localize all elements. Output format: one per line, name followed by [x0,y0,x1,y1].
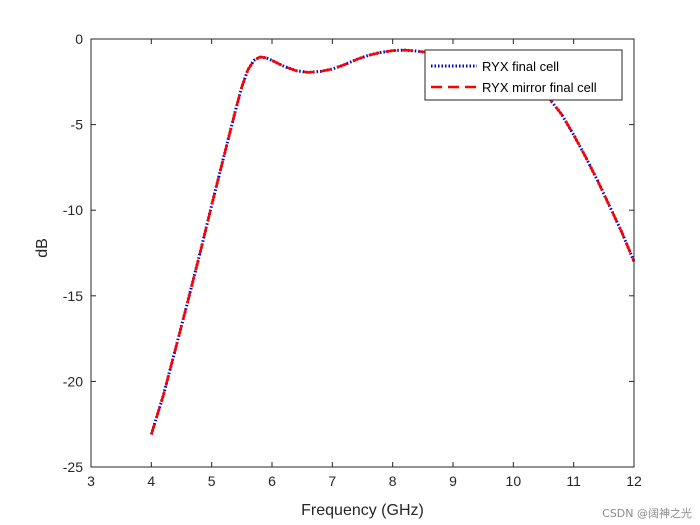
x-tick-label: 5 [208,473,216,489]
y-tick-label: 0 [75,31,83,47]
x-axis-label: Frequency (GHz) [301,502,424,519]
y-axis-label: dB [34,238,51,258]
x-tick-label: 10 [506,473,522,489]
y-axis: 0 -5 -10 -15 -20 -25 [63,31,634,475]
x-tick-label: 12 [626,473,642,489]
legend-entry-1: RYX final cell [482,59,559,74]
legend-entry-2: RYX mirror final cell [482,80,597,95]
x-tick-label: 4 [147,473,155,489]
x-tick-label: 7 [328,473,336,489]
x-tick-label: 3 [87,473,95,489]
watermark-text: CSDN @阔神之光 [602,506,692,520]
y-tick-label: -10 [63,202,83,218]
x-axis: 3 4 5 6 7 8 9 10 11 12 [87,39,642,489]
legend: RYX final cell RYX mirror final cell [424,49,623,101]
plot-area [91,39,634,467]
y-tick-label: -15 [63,288,83,304]
x-tick-label: 8 [389,473,397,489]
plot-frame [90,38,635,468]
x-tick-label: 6 [268,473,276,489]
y-tick-label: -25 [63,459,83,475]
x-tick-label: 9 [449,473,457,489]
y-tick-label: -20 [63,373,83,389]
legend-box [424,49,623,101]
x-tick-label: 11 [566,473,581,489]
y-tick-label: -5 [71,117,84,133]
